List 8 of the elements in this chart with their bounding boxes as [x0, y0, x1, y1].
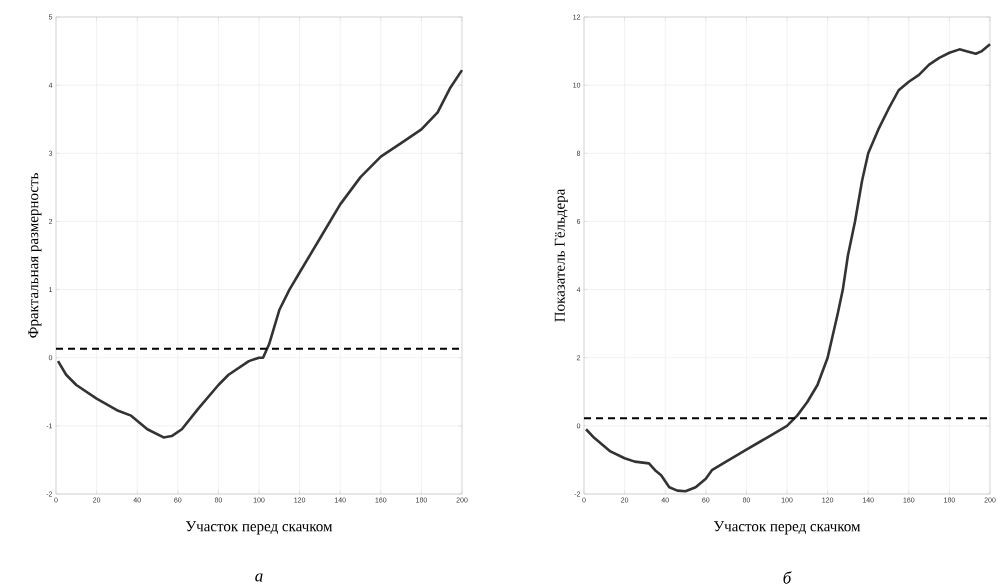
y-axis-title: Фрактальная размерность [28, 173, 42, 338]
x-axis-title: Участок перед скачком [186, 521, 333, 535]
line-series [56, 68, 464, 439]
text: б [783, 571, 792, 584]
line-series [584, 42, 992, 493]
x-axis-title: Участок перед скачком [714, 521, 861, 535]
y-axis-title: Показатель Гёльдера [554, 188, 568, 322]
text: а [255, 573, 263, 582]
